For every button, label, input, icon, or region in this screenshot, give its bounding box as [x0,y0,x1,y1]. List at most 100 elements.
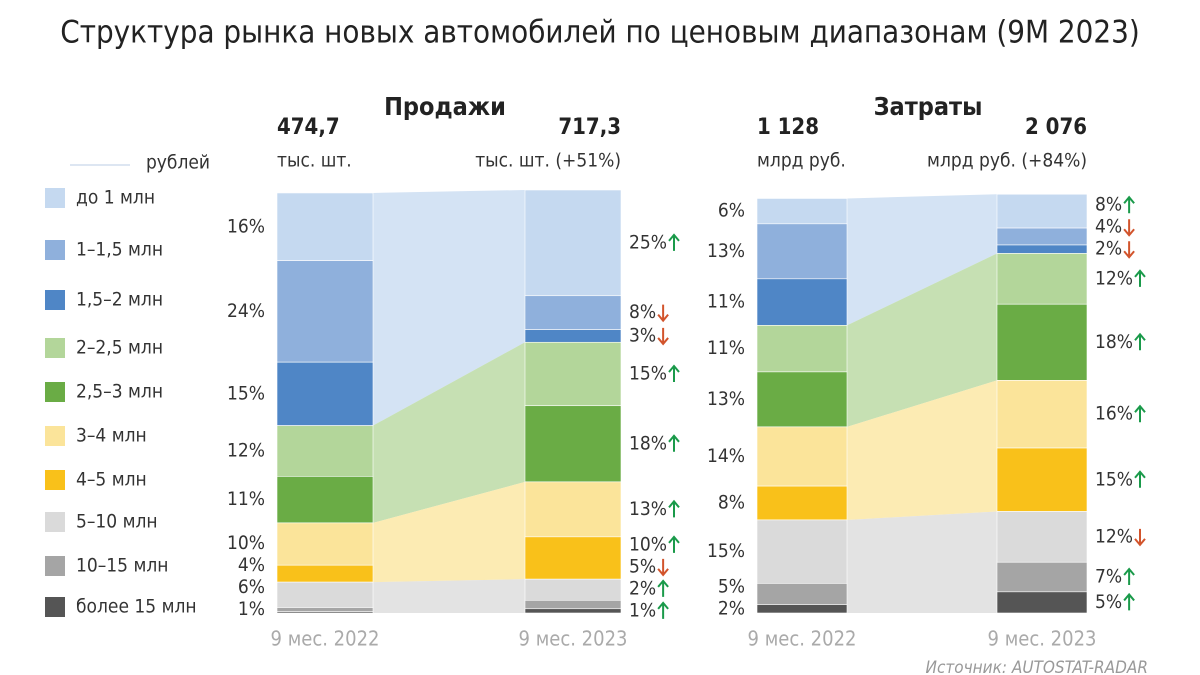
value-label: 24% [227,300,265,322]
legend-label: 2,5–3 млн [76,381,163,403]
source: Источник: AUTOSTAT-RADAR [926,658,1148,675]
panel-title: Продажи [384,92,506,121]
bar-segment [276,522,374,566]
legend-label: более 15 млн [76,596,197,618]
value-label: 12% [1095,267,1133,289]
x-tick-label: 9 мес. 2023 [519,627,628,651]
bar-segment [756,278,848,326]
bar-segment [524,600,622,610]
trend-arrow [657,579,669,597]
value-label: 16% [227,215,265,237]
trend-arrow [1123,592,1135,611]
group-band [847,253,997,427]
total-unit: млрд руб. [757,150,846,172]
value-label: 25% [629,231,667,253]
bar-segment [524,578,622,601]
panel-title: Затраты [874,92,983,121]
x-tick-label: 9 мес. 2022 [271,627,380,651]
x-tick-label: 9 мес. 2022 [748,627,857,651]
value-label: 12% [1095,525,1133,547]
bar-segment [996,511,1088,563]
legend-swatch [45,240,65,260]
group-band [373,190,525,426]
legend-swatch [45,290,65,310]
total-unit: тыс. шт. [277,150,352,172]
value-label: 2% [718,597,745,619]
value-label: 13% [707,388,745,410]
legend-label: 5–10 млн [76,511,158,533]
value-label: 11% [227,488,265,510]
bar-segment [524,536,622,580]
trend-arrow [1134,470,1146,488]
bar-segment [756,371,848,428]
value-label: 2% [1095,238,1122,260]
value-label: 11% [707,337,745,359]
value-label: 6% [238,576,265,598]
trend-arrow [668,233,680,251]
bar-segment [524,189,622,297]
bar-segment [756,325,848,373]
value-label: 4% [1095,216,1122,238]
trend-arrow [1123,241,1135,259]
bar-segment [996,227,1088,246]
bar-segment [756,198,848,225]
value-label: 18% [629,432,667,454]
bar-segment [276,476,374,524]
value-label: 12% [227,439,265,461]
trend-arrow [668,535,680,553]
bar-segment [524,329,622,343]
legend-label: 10–15 млн [76,555,168,577]
bar-segment [524,405,622,483]
value-label: 13% [707,240,745,262]
total-value: 474,7 [277,115,340,140]
trend-arrow [657,601,669,619]
value-label: 7% [1095,566,1122,588]
trend-arrow [668,364,680,383]
legend-label: 1–1,5 млн [76,239,163,261]
trend-arrow [1134,404,1146,423]
trend-arrow [657,327,669,346]
value-label: 15% [629,363,667,385]
legend-label: 1,5–2 млн [76,289,163,311]
value-label: 15% [707,540,745,562]
bar-segment [524,481,622,538]
legend-label: 2–2,5 млн [76,337,163,359]
bar-segment [756,583,848,605]
bar-segment [996,303,1088,381]
legend-swatch [45,470,65,490]
bar-segment [996,244,1088,254]
bar-segment [756,604,848,614]
trend-arrow [657,558,669,577]
group-band [847,380,997,520]
bar-segment [996,193,1088,229]
legend-label: 4–5 млн [76,469,147,491]
bar-segment [276,581,374,608]
bar-segment [996,380,1088,449]
value-label: 8% [629,301,656,323]
legend-swatch [45,382,65,402]
legend-swatch [45,188,65,208]
group-band [373,342,525,523]
group-band [373,481,525,583]
group-band [847,194,997,326]
bar-segment [524,608,622,614]
value-label: 15% [227,382,265,404]
value-label: 15% [1095,468,1133,490]
legend-swatch [45,338,65,358]
trend-arrow [1123,195,1135,214]
value-label: 14% [707,445,745,467]
trend-arrow [668,434,680,452]
bar-segment [276,611,374,614]
value-label: 3% [629,324,656,346]
total-value: 717,3 [558,115,621,140]
value-label: 8% [718,492,745,514]
value-label: 5% [718,575,745,597]
bar-segment [524,341,622,407]
legend-swatch [45,597,65,617]
legend-label: до 1 млн [76,187,155,209]
bar-segment [276,607,374,613]
bar-segment [756,426,848,487]
value-label: 2% [629,577,656,599]
trend-arrow [1134,332,1146,351]
